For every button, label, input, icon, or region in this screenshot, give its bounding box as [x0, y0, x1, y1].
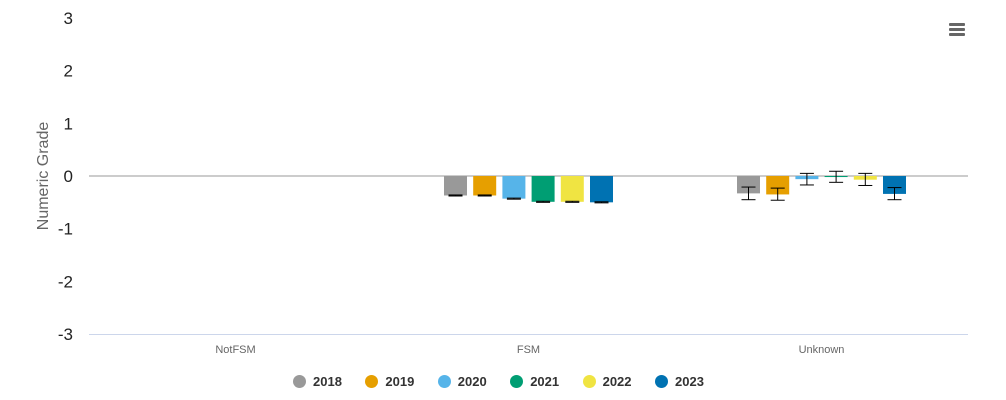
error-bar-2020-FSM: [506, 197, 521, 200]
bar-2020-FSM[interactable]: [502, 176, 526, 199]
legend-item-2020[interactable]: 2020: [437, 370, 487, 392]
legend-label: 2022: [602, 373, 632, 389]
y-tick-label: 1: [64, 114, 73, 133]
legend-item-2019[interactable]: 2019: [365, 370, 414, 392]
bar-2023-Unknown[interactable]: [883, 176, 906, 194]
legend-marker: [582, 374, 596, 388]
y-tick-label: -2: [58, 272, 73, 291]
x-tick-label: NotFSM: [215, 344, 255, 356]
y-axis: 3 2 1 0 -1 -2 -3: [58, 9, 73, 344]
legend-marker: [293, 374, 306, 388]
error-bar-2023-FSM: [594, 201, 609, 204]
error-bar-2021-Unknown: [829, 170, 844, 183]
legend-item-2018[interactable]: 2018: [293, 370, 342, 392]
error-bar-2019-FSM: [477, 194, 492, 197]
x-tick-label: Unknown: [799, 344, 845, 356]
legend: 2018 2019 2020 2021 2022 2023: [0, 370, 1006, 392]
legend-marker: [437, 374, 451, 388]
error-bar-2022-Unknown: [858, 172, 873, 186]
error-bar-2022-FSM: [565, 200, 580, 203]
error-bars: [448, 170, 902, 204]
legend-marker: [510, 374, 524, 388]
legend-item-2022[interactable]: 2022: [582, 370, 632, 392]
bar-2019-Unknown[interactable]: [766, 176, 790, 195]
plot-lines: [89, 175, 968, 335]
legend-marker: [365, 374, 379, 388]
bar-2019-FSM[interactable]: [473, 176, 497, 196]
legend-item-2023[interactable]: 2023: [655, 370, 704, 392]
legend-label: 2023: [675, 373, 704, 389]
bar-2021-FSM[interactable]: [531, 176, 555, 202]
y-tick-label: 0: [64, 167, 73, 186]
legend-marker: [655, 374, 668, 388]
bar-2022-FSM[interactable]: [560, 176, 584, 202]
x-axis: NotFSM FSM Unknown: [215, 344, 844, 356]
error-bar-2018-FSM: [448, 194, 463, 197]
y-axis-title: Numeric Grade: [35, 122, 52, 231]
x-tick-label: FSM: [517, 344, 540, 356]
error-bar-2018-Unknown: [741, 186, 756, 201]
y-tick-label: -3: [58, 325, 73, 344]
error-bar-2019-Unknown: [770, 187, 785, 201]
error-bar-2023-Unknown: [887, 187, 902, 201]
legend-label: 2021: [530, 373, 560, 389]
error-bar-2020-Unknown: [799, 172, 814, 186]
bar-2023-FSM[interactable]: [590, 176, 613, 203]
legend-label: 2019: [385, 373, 415, 389]
y-tick-label: -1: [58, 220, 73, 239]
legend-label: 2020: [457, 373, 487, 389]
legend-label: 2018: [313, 373, 342, 389]
error-bar-2021-FSM: [536, 200, 551, 203]
bar-2018-Unknown[interactable]: [737, 176, 760, 194]
bar-2018-FSM[interactable]: [444, 176, 467, 196]
y-tick-label: 3: [64, 9, 73, 28]
y-tick-label: 2: [64, 62, 73, 81]
legend-item-2021[interactable]: 2021: [510, 370, 559, 392]
hamburger-menu-icon[interactable]: [944, 18, 970, 42]
